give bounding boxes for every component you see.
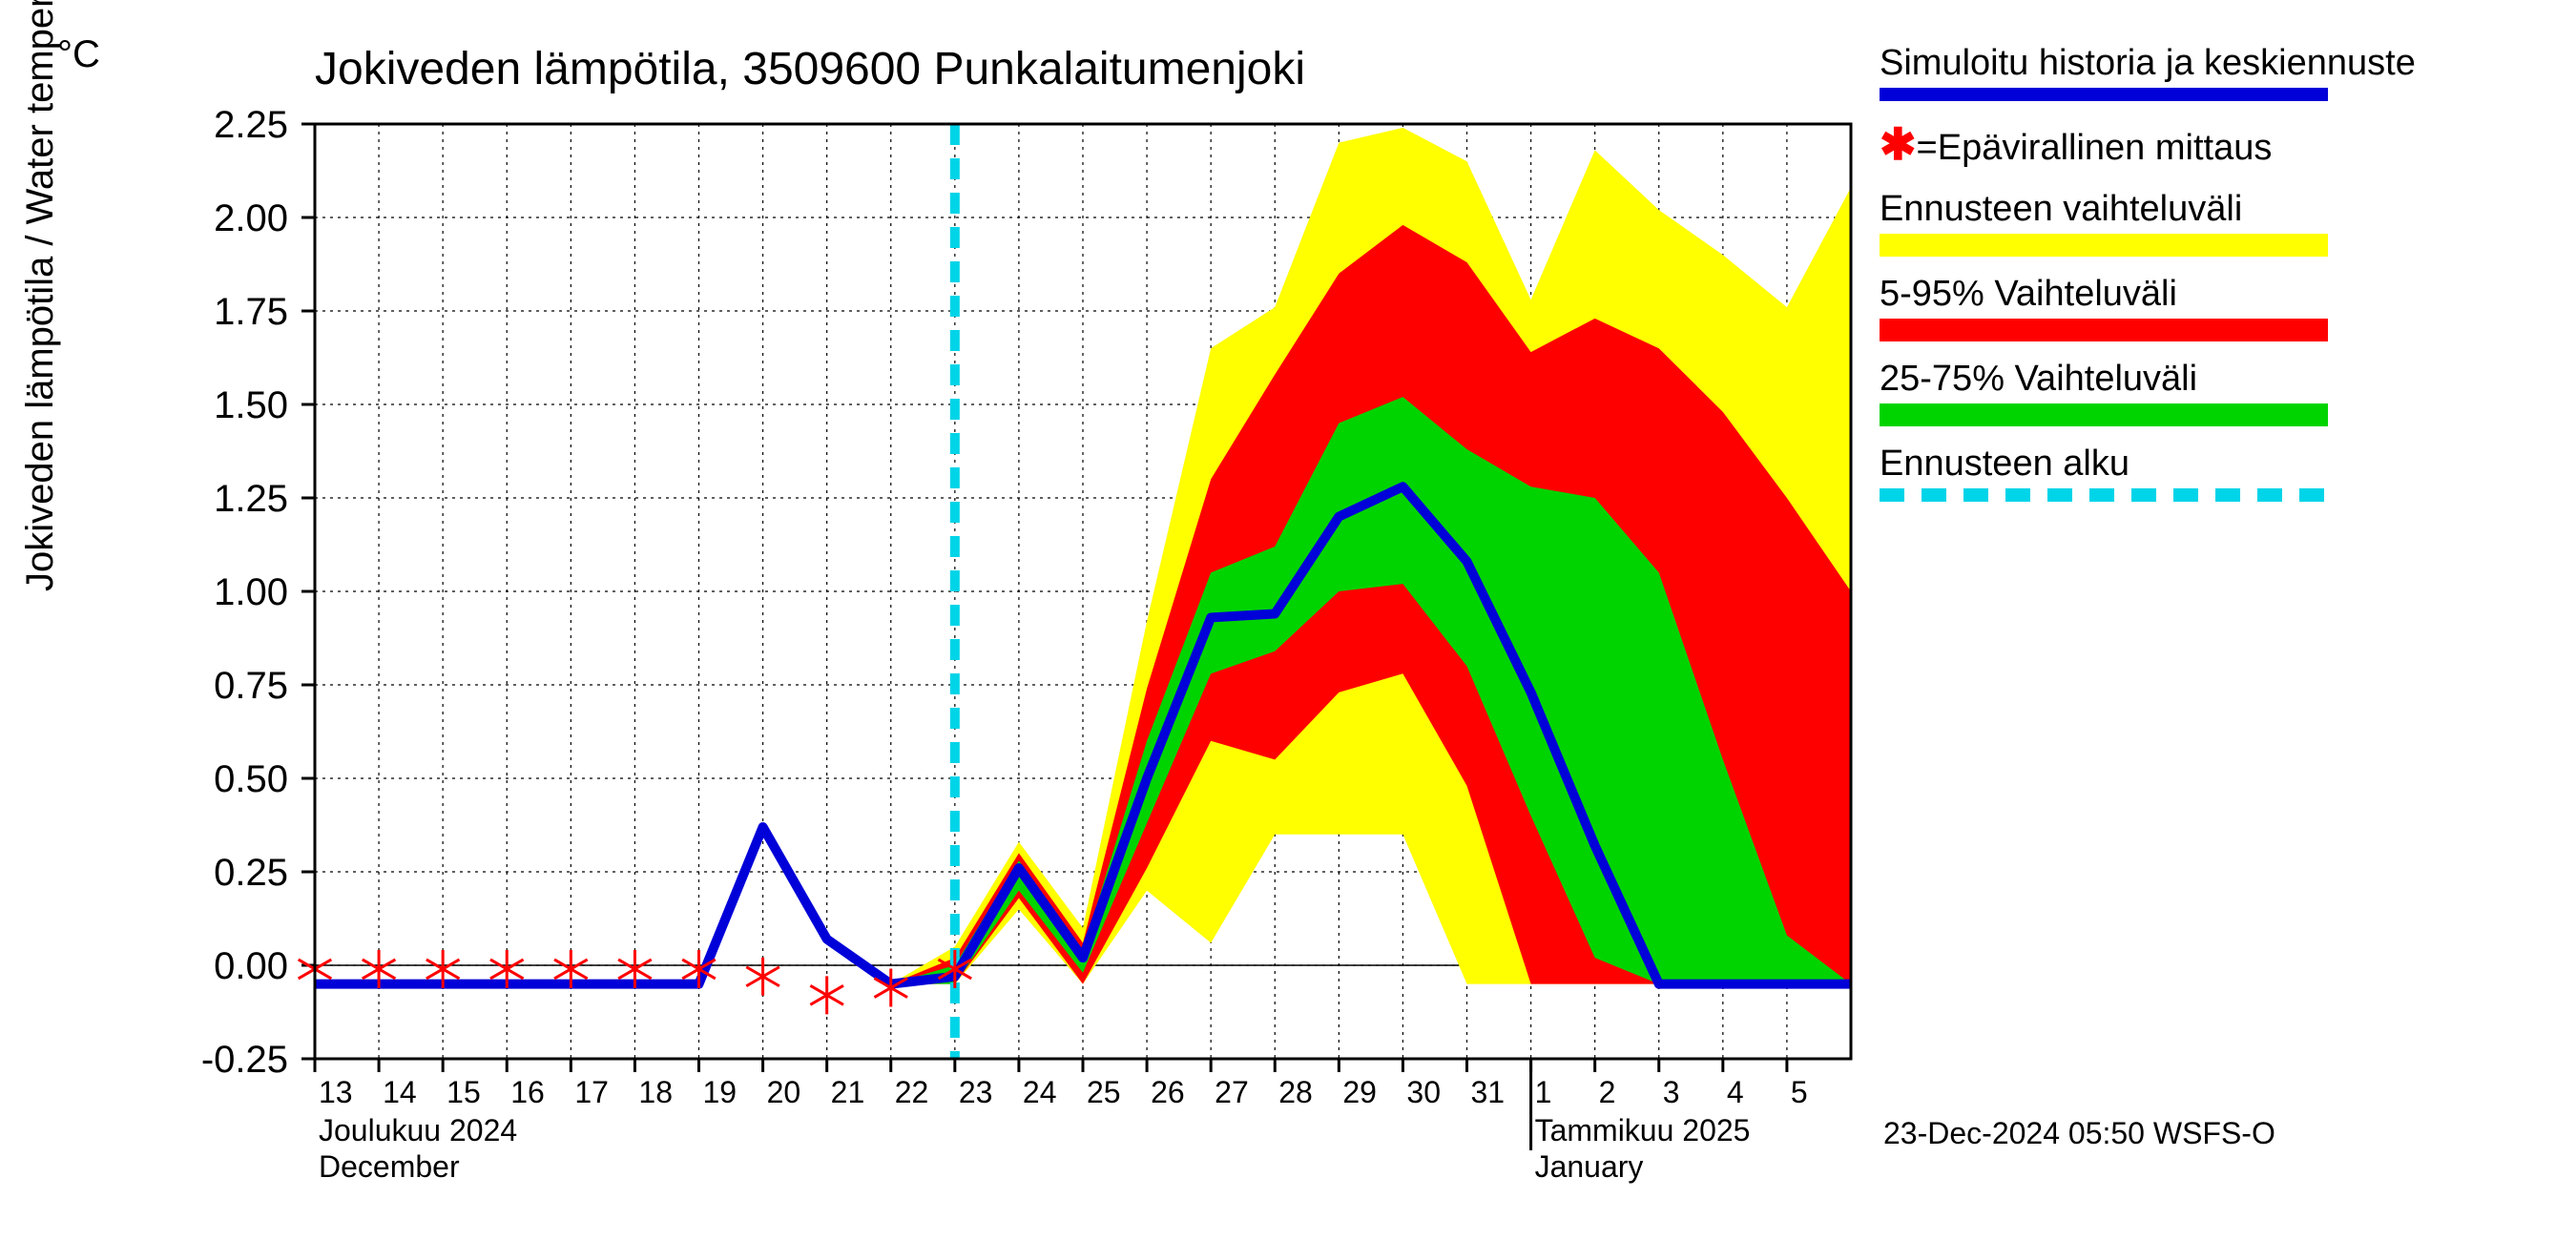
xtick-label: 5 xyxy=(1791,1075,1808,1109)
legend-item: Simuloitu historia ja keskiennuste xyxy=(1880,43,2547,101)
xtick-label: 22 xyxy=(895,1075,929,1109)
xtick-label: 19 xyxy=(703,1075,737,1109)
ytick-label: 2.25 xyxy=(214,104,288,146)
xtick-label: 23 xyxy=(959,1075,993,1109)
xtick-label: 21 xyxy=(831,1075,865,1109)
ytick-label: 0.75 xyxy=(214,665,288,707)
legend-item: Ennusteen alku xyxy=(1880,444,2547,502)
xtick-label: 31 xyxy=(1471,1075,1506,1109)
legend-item: Ennusteen vaihteluväli xyxy=(1880,189,2547,257)
legend-swatch xyxy=(1880,319,2328,341)
xtick-label: 4 xyxy=(1727,1075,1744,1109)
ytick-label: -0.25 xyxy=(201,1039,288,1081)
legend-label: 25-75% Vaihteluväli xyxy=(1880,359,2547,400)
legend-swatch xyxy=(1880,403,2328,426)
legend: Simuloitu historia ja keskiennuste ✱=Epäv… xyxy=(1880,43,2547,519)
xtick-label: 20 xyxy=(767,1075,801,1109)
legend-item: 25-75% Vaihteluväli xyxy=(1880,359,2547,426)
xtick-label: 13 xyxy=(319,1075,353,1109)
xtick-label: 14 xyxy=(383,1075,417,1109)
ytick-label: 1.50 xyxy=(214,384,288,426)
xtick-label: 2 xyxy=(1599,1075,1616,1109)
chart-container: °C Jokiveden lämpötila, 3509600 Punkalai… xyxy=(0,0,2576,1145)
ytick-label: 0.50 xyxy=(214,758,288,800)
legend-label: 5-95% Vaihteluväli xyxy=(1880,274,2547,315)
xtick-label: 24 xyxy=(1023,1075,1057,1109)
legend-swatch xyxy=(1880,234,2328,257)
month-label: January xyxy=(1535,1149,1644,1184)
month-label: December xyxy=(319,1149,460,1184)
xtick-label: 15 xyxy=(447,1075,481,1109)
xtick-label: 30 xyxy=(1406,1075,1441,1109)
xtick-label: 18 xyxy=(638,1075,673,1109)
legend-label: Ennusteen alku xyxy=(1880,444,2547,485)
legend-label: Simuloitu historia ja keskiennuste xyxy=(1880,43,2547,84)
legend-swatch xyxy=(1880,488,2328,502)
xtick-label: 27 xyxy=(1215,1075,1249,1109)
footer-timestamp: 23-Dec-2024 05:50 WSFS-O xyxy=(1883,1116,2275,1151)
ytick-label: 1.25 xyxy=(214,478,288,520)
xtick-label: 29 xyxy=(1342,1075,1377,1109)
xtick-label: 1 xyxy=(1535,1075,1552,1109)
xtick-label: 25 xyxy=(1087,1075,1121,1109)
xtick-label: 16 xyxy=(510,1075,545,1109)
ytick-label: 0.00 xyxy=(214,945,288,987)
month-label: Tammikuu 2025 xyxy=(1535,1113,1751,1147)
xtick-label: 3 xyxy=(1663,1075,1680,1109)
xtick-label: 28 xyxy=(1278,1075,1313,1109)
legend-swatch xyxy=(1880,88,2328,101)
legend-item: 5-95% Vaihteluväli xyxy=(1880,274,2547,341)
ytick-label: 2.00 xyxy=(214,197,288,239)
asterisk-icon: ✱ xyxy=(1880,119,1917,169)
ytick-label: 0.25 xyxy=(214,852,288,894)
legend-label: =Epävirallinen mittaus xyxy=(1917,128,2273,168)
xtick-label: 26 xyxy=(1151,1075,1185,1109)
ytick-label: 1.75 xyxy=(214,291,288,333)
month-label: Joulukuu 2024 xyxy=(319,1113,517,1147)
legend-item: ✱=Epävirallinen mittaus xyxy=(1880,118,2547,170)
ytick-label: 1.00 xyxy=(214,571,288,613)
legend-label: Ennusteen vaihteluväli xyxy=(1880,189,2547,230)
xtick-label: 17 xyxy=(574,1075,609,1109)
